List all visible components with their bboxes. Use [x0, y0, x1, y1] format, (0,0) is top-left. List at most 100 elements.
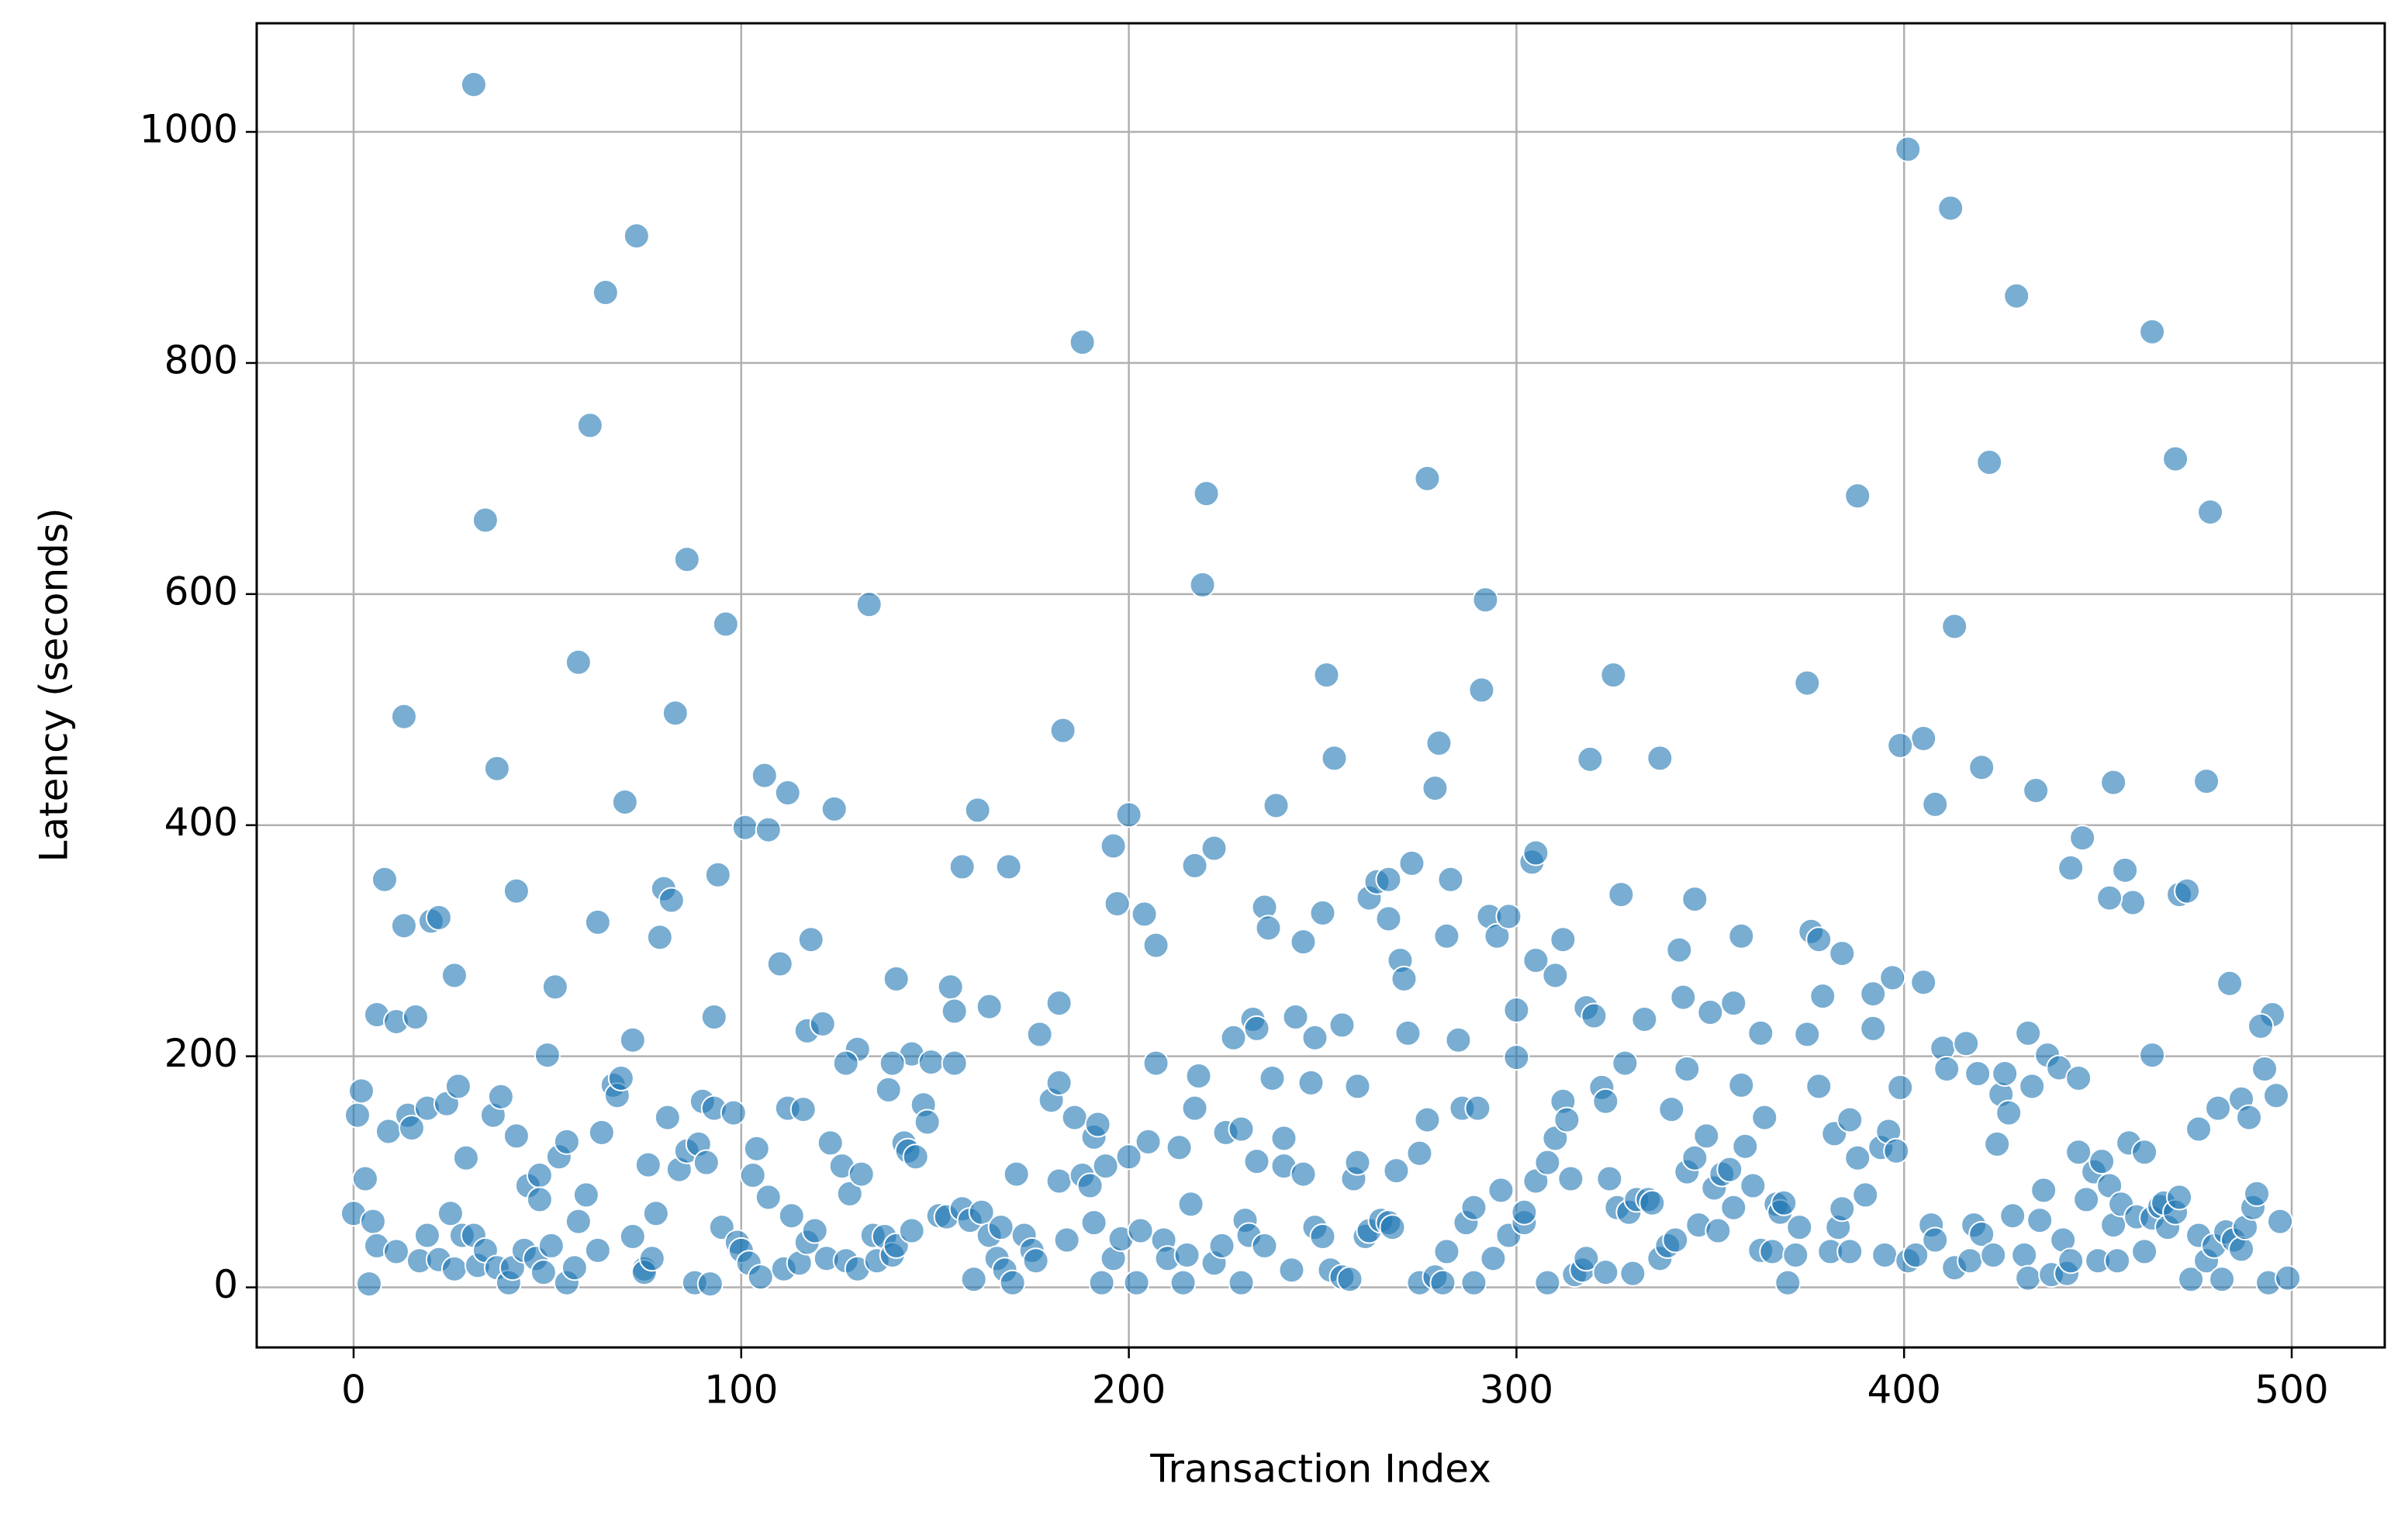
point: [2139, 1042, 2166, 1069]
point: [2236, 1104, 2263, 1131]
point: [1503, 1044, 1530, 1071]
point: [1228, 1269, 1255, 1296]
point: [2139, 318, 2166, 345]
point: [1968, 754, 1995, 781]
point: [1581, 1002, 1608, 1029]
point: [2197, 499, 2224, 526]
point: [1193, 480, 1220, 507]
point: [1414, 465, 1441, 492]
point: [1383, 1157, 1410, 1185]
point: [553, 1128, 580, 1155]
point: [1600, 662, 1627, 689]
point: [398, 1114, 425, 1141]
point: [2162, 445, 2189, 472]
point: [789, 1096, 817, 1123]
point: [1328, 1012, 1356, 1039]
point: [1437, 866, 1464, 893]
points: [340, 71, 2302, 1298]
x-tick-label: 200: [1092, 1368, 1166, 1413]
point: [607, 1064, 634, 1091]
y-axis-label: Latency (seconds): [32, 508, 77, 863]
point: [588, 1119, 615, 1146]
x-tick-label: 300: [1480, 1368, 1553, 1413]
point: [1829, 1195, 1856, 1223]
point: [371, 866, 398, 893]
point: [1639, 1189, 1666, 1216]
point: [444, 1073, 472, 1100]
y-tick-label: 400: [164, 800, 238, 845]
point: [1705, 1217, 1732, 1244]
point: [1646, 745, 1674, 772]
point: [1976, 449, 2003, 476]
point: [1922, 1226, 1949, 1254]
point: [751, 762, 778, 789]
point: [1022, 1247, 1049, 1275]
point: [1619, 1260, 1646, 1287]
point: [968, 1199, 995, 1226]
point: [1045, 1167, 1073, 1195]
point: [503, 1122, 530, 1150]
point: [755, 816, 782, 843]
point: [1941, 613, 1968, 640]
point: [440, 1255, 468, 1282]
point: [1887, 732, 1914, 759]
y-tick-label: 800: [164, 337, 238, 382]
point: [658, 887, 685, 914]
point: [2088, 1148, 2116, 1175]
point: [1255, 915, 1282, 942]
point: [1957, 1247, 1984, 1275]
point: [948, 853, 976, 880]
point: [1484, 922, 1511, 949]
point: [1658, 1096, 1685, 1123]
point: [537, 1232, 565, 1259]
point: [1487, 1177, 1515, 1204]
point: [1313, 662, 1340, 689]
point: [693, 1149, 720, 1176]
point: [1844, 483, 1871, 510]
point: [1251, 1232, 1278, 1259]
x-tick-label: 500: [2254, 1368, 2328, 1413]
point: [902, 1143, 929, 1171]
point: [1809, 983, 1836, 1010]
point: [1080, 1209, 1107, 1237]
point: [1336, 1266, 1363, 1293]
point: [344, 1102, 371, 1129]
point: [1166, 1134, 1193, 1161]
point: [700, 1003, 727, 1030]
point: [1460, 1269, 1487, 1296]
point: [1045, 990, 1073, 1017]
point: [1208, 1232, 1235, 1259]
point: [1263, 792, 1290, 819]
point: [2011, 1241, 2038, 1268]
point: [1871, 1241, 1898, 1268]
point: [1391, 965, 1418, 992]
point: [634, 1151, 662, 1178]
point: [855, 591, 883, 618]
point: [1852, 1181, 1879, 1209]
point: [1631, 1005, 1658, 1032]
point: [2120, 889, 2147, 916]
point: [774, 780, 801, 807]
point: [2104, 1247, 2131, 1275]
point: [1720, 1194, 1747, 1221]
point: [731, 814, 758, 841]
point: [1445, 1026, 1472, 1053]
point: [1782, 1241, 1809, 1268]
point: [2100, 769, 2127, 796]
point: [1414, 1106, 1441, 1133]
point: [611, 788, 638, 815]
point: [619, 1223, 646, 1250]
point: [1577, 745, 1604, 773]
point: [1429, 1269, 1456, 1296]
point: [1321, 745, 1348, 772]
point: [2178, 1266, 2205, 1293]
point: [1964, 1060, 1992, 1087]
point: [937, 974, 964, 1001]
point: [2065, 1139, 2092, 1166]
point: [503, 877, 530, 905]
point: [2015, 1264, 2042, 1292]
point: [1522, 947, 1549, 974]
point: [572, 1181, 599, 1209]
x-axis-label: Transaction Index: [1149, 1447, 1491, 1492]
point: [592, 279, 619, 306]
